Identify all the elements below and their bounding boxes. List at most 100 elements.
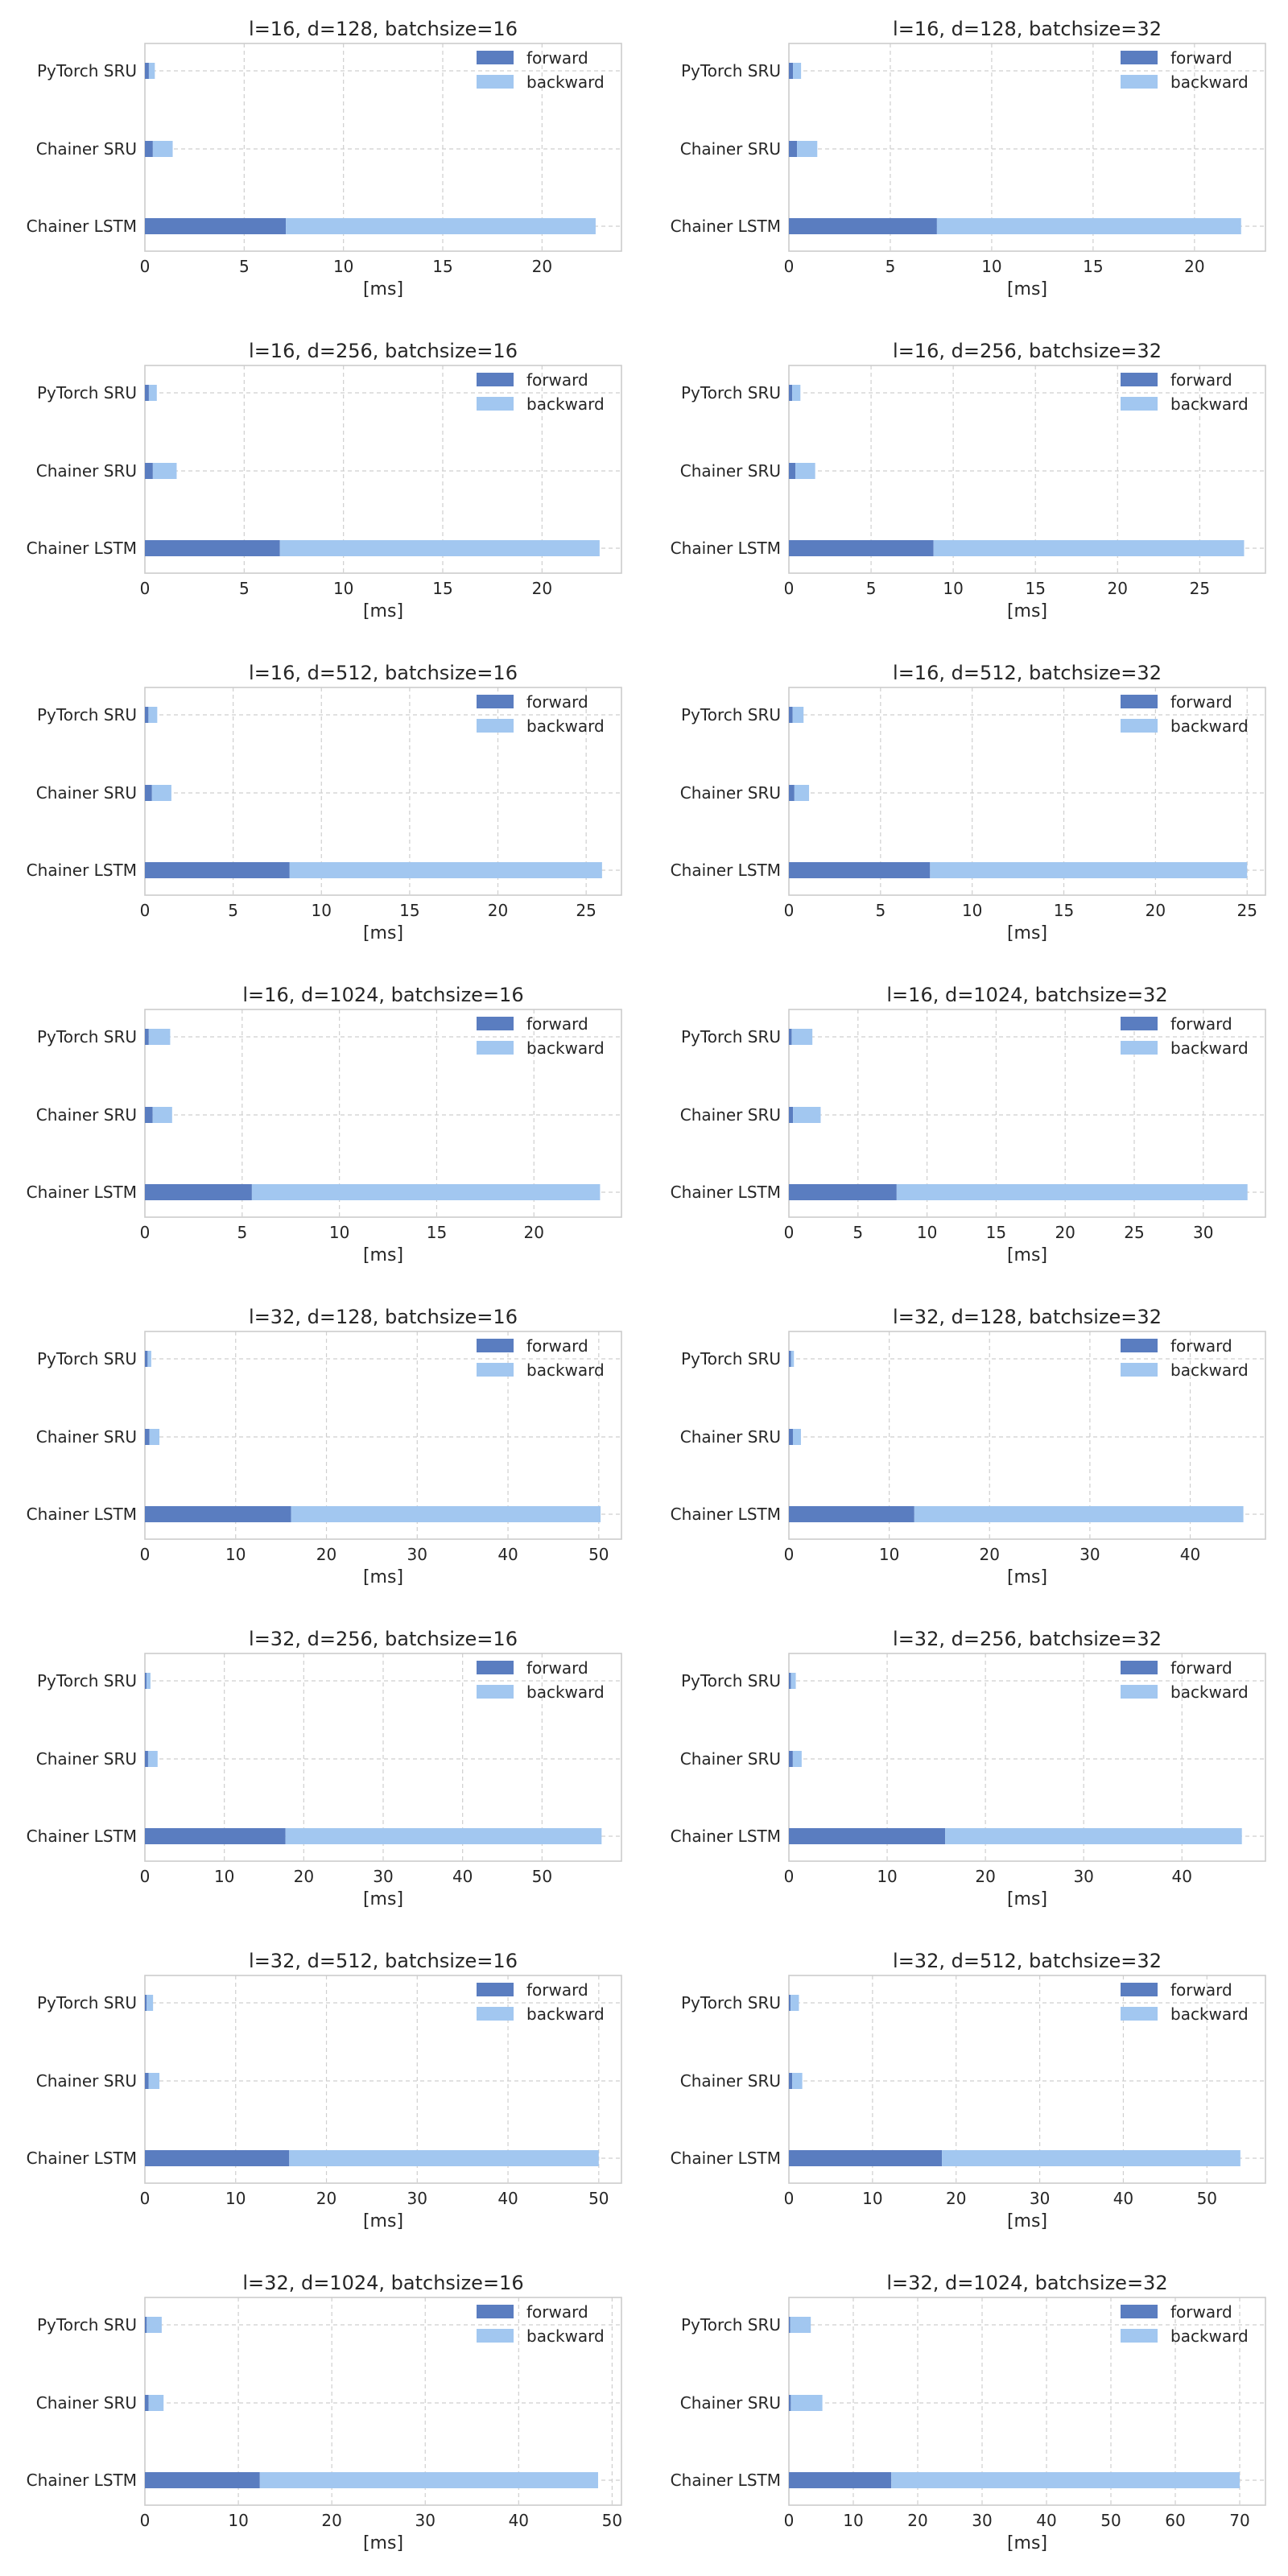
x-tick-label: 10: [228, 2511, 248, 2530]
bar-backward: [792, 1751, 802, 1767]
x-tick-label: 10: [214, 1867, 234, 1886]
bar-forward: [789, 63, 794, 79]
bar-forward: [145, 862, 290, 878]
bar-backward: [792, 385, 801, 401]
bar-backward: [794, 785, 810, 801]
y-tick-label: Chainer LSTM: [671, 861, 781, 880]
chart-title: l=32, d=128, batchsize=32: [893, 1306, 1162, 1328]
y-tick-label: Chainer LSTM: [27, 2471, 137, 2490]
bar-forward: [789, 2150, 943, 2166]
bar-forward: [789, 1828, 946, 1844]
bar-backward: [148, 1029, 171, 1045]
legend-swatch-forward: [477, 51, 514, 64]
legend-label-backward: backward: [1170, 2326, 1249, 2346]
y-tick-label: Chainer SRU: [36, 1749, 137, 1769]
legend-swatch-forward: [1121, 1017, 1158, 1030]
x-axis-label: [ms]: [1007, 279, 1047, 299]
legend-swatch-backward: [1121, 1685, 1158, 1699]
bar-forward: [789, 2472, 892, 2488]
bar-forward: [145, 2472, 260, 2488]
legend-swatch-backward: [1121, 75, 1158, 89]
x-tick-label: 25: [1190, 579, 1210, 598]
x-tick-label: 20: [532, 579, 552, 598]
y-tick-label: PyTorch SRU: [681, 1349, 781, 1368]
y-tick-label: Chainer LSTM: [27, 1183, 137, 1202]
bar-backward: [148, 2395, 164, 2411]
bar-backward: [792, 1429, 801, 1445]
chart-panel-7: l=16, d=1024, batchsize=16 PyTorch SRU Cha…: [27, 984, 622, 1265]
chart-panel-2: l=16, d=128, batchsize=32 PyTorch SRU Chai…: [671, 18, 1266, 299]
x-tick-label: 30: [1080, 1545, 1100, 1564]
bar-backward: [942, 2150, 1241, 2166]
y-tick-label: PyTorch SRU: [37, 383, 137, 402]
y-tick-label: Chainer LSTM: [27, 539, 137, 558]
legend-swatch-backward: [1121, 2329, 1158, 2343]
legend-label-forward: forward: [526, 1014, 588, 1034]
bar-forward: [145, 2395, 149, 2411]
bar-forward: [789, 1107, 794, 1123]
x-tick-label: 0: [140, 1545, 151, 1564]
x-tick-label: 5: [852, 1223, 863, 1242]
bar-backward: [152, 141, 173, 157]
x-tick-label: 10: [877, 1867, 897, 1886]
y-tick-label: Chainer SRU: [36, 2393, 137, 2413]
y-tick-label: PyTorch SRU: [37, 2315, 137, 2334]
bar-forward: [789, 1429, 793, 1445]
chart-title: l=32, d=256, batchsize=32: [893, 1628, 1162, 1650]
legend-label-forward: forward: [526, 370, 588, 390]
y-tick-label: Chainer LSTM: [671, 2149, 781, 2168]
bar-forward: [789, 2073, 793, 2089]
legend-swatch-forward: [477, 695, 514, 708]
x-tick-label: 10: [962, 901, 982, 920]
x-tick-label: 40: [497, 2189, 518, 2208]
chart-title: l=16, d=256, batchsize=16: [249, 340, 518, 362]
legend-swatch-forward: [1121, 1661, 1158, 1674]
x-tick-label: 10: [312, 901, 332, 920]
y-tick-label: Chainer SRU: [36, 461, 137, 481]
x-tick-label: 0: [784, 1545, 795, 1564]
chart-panel-6: l=16, d=512, batchsize=32 PyTorch SRU Chai…: [671, 662, 1266, 943]
bar-backward: [790, 2317, 811, 2333]
bar-backward: [251, 1184, 601, 1200]
y-tick-label: Chainer LSTM: [27, 2149, 137, 2168]
legend-swatch-forward: [477, 373, 514, 386]
y-tick-label: Chainer LSTM: [27, 1505, 137, 1524]
x-tick-label: 25: [1237, 901, 1257, 920]
legend-swatch-forward: [477, 2305, 514, 2318]
x-axis-label: [ms]: [363, 1889, 403, 1909]
x-tick-label: 10: [329, 1223, 349, 1242]
bar-forward: [145, 1029, 149, 1045]
chart-panel-13: l=32, d=512, batchsize=16 PyTorch SRU Chai…: [27, 1950, 622, 2231]
bar-forward: [145, 2073, 149, 2089]
x-tick-label: 5: [228, 901, 238, 920]
bar-forward: [145, 1184, 252, 1200]
legend-swatch-backward: [477, 397, 514, 411]
y-tick-label: Chainer SRU: [680, 1427, 781, 1447]
legend-label-backward: backward: [1170, 1682, 1249, 1702]
x-tick-label: 10: [843, 2511, 863, 2530]
x-tick-label: 0: [140, 2511, 151, 2530]
x-tick-label: 10: [333, 579, 353, 598]
bar-backward: [279, 540, 600, 556]
bar-backward: [151, 785, 171, 801]
x-axis-label: [ms]: [363, 2533, 403, 2553]
legend-swatch-backward: [1121, 397, 1158, 411]
legend-swatch-backward: [477, 2007, 514, 2021]
legend-label-forward: forward: [526, 1658, 588, 1678]
x-tick-label: 15: [432, 257, 452, 276]
x-tick-label: 25: [1124, 1223, 1144, 1242]
x-axis-label: [ms]: [1007, 1889, 1047, 1909]
y-tick-label: PyTorch SRU: [681, 2315, 781, 2334]
x-tick-label: 20: [907, 2511, 927, 2530]
legend-swatch-forward: [1121, 695, 1158, 708]
bar-forward: [789, 463, 796, 479]
bar-forward: [789, 862, 931, 878]
bar-backward: [148, 385, 157, 401]
bar-forward: [145, 785, 152, 801]
y-tick-label: Chainer SRU: [36, 1105, 137, 1125]
x-axis-label: [ms]: [363, 1567, 403, 1587]
bar-forward: [789, 540, 934, 556]
legend-swatch-forward: [477, 1983, 514, 1996]
x-tick-label: 0: [784, 579, 795, 598]
legend-label-forward: forward: [1170, 48, 1232, 68]
